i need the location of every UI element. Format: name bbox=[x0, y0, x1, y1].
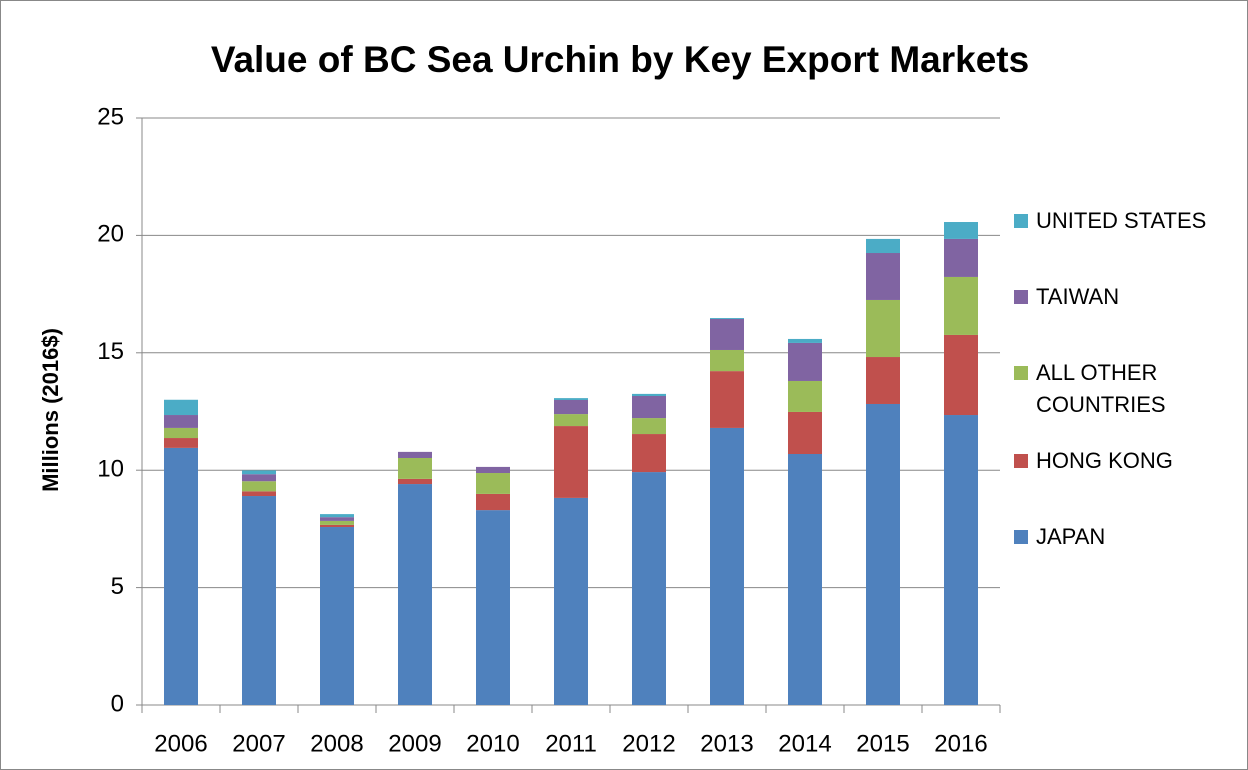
x-tick-label: 2012 bbox=[622, 730, 675, 757]
bar-segment bbox=[554, 497, 588, 705]
y-tick-label: 10 bbox=[97, 456, 124, 483]
legend-label: HONG KONG bbox=[1036, 448, 1173, 473]
bar-segment bbox=[944, 334, 978, 416]
legend-item: ALL OTHER COUNTRIES bbox=[1014, 357, 1229, 445]
y-axis-label: Millions (2016$) bbox=[38, 328, 63, 492]
bar-segment bbox=[944, 415, 978, 705]
bar-segment bbox=[632, 472, 666, 705]
bar-segment bbox=[788, 338, 822, 343]
bar-segment bbox=[710, 371, 744, 428]
legend-swatch bbox=[1014, 290, 1028, 304]
bar-segment bbox=[554, 426, 588, 498]
legend-swatch bbox=[1014, 214, 1028, 228]
bar-segment bbox=[242, 470, 276, 475]
legend: UNITED STATES TAIWAN ALL OTHER COUNTRIES HO… bbox=[1014, 205, 1229, 597]
bar-segment bbox=[242, 496, 276, 705]
x-tick-label: 2011 bbox=[545, 730, 597, 757]
legend-item: HONG KONG bbox=[1014, 445, 1229, 521]
bar-segment bbox=[866, 238, 900, 254]
legend-label: TAIWAN bbox=[1036, 284, 1120, 309]
bar-segment bbox=[164, 427, 198, 439]
bar-segment bbox=[866, 357, 900, 404]
bar-segment bbox=[398, 451, 432, 458]
bar-segment bbox=[242, 474, 276, 482]
bar-segment bbox=[710, 318, 744, 319]
legend-item: UNITED STATES bbox=[1014, 205, 1229, 281]
x-tick-label: 2006 bbox=[154, 730, 207, 757]
bar-segment bbox=[320, 520, 354, 525]
bar-segment bbox=[944, 222, 978, 239]
bar-segment bbox=[164, 447, 198, 705]
bar-segment bbox=[242, 481, 276, 492]
x-tick-label: 2010 bbox=[466, 730, 519, 757]
x-tick-label: 2009 bbox=[388, 730, 441, 757]
bar-segment bbox=[788, 411, 822, 454]
bar-segment bbox=[476, 510, 510, 705]
legend-swatch bbox=[1014, 454, 1028, 468]
x-tick-label: 2007 bbox=[232, 730, 285, 757]
bar-segment bbox=[710, 318, 744, 350]
bar-segment bbox=[632, 434, 666, 473]
bar-segment bbox=[554, 398, 588, 400]
bar-segment bbox=[788, 453, 822, 705]
bar-segment bbox=[476, 493, 510, 511]
bar-segment bbox=[476, 473, 510, 494]
bar-segment bbox=[164, 415, 198, 428]
legend-label: ALL OTHER COUNTRIES bbox=[1036, 360, 1166, 417]
y-tick-label: 20 bbox=[97, 221, 124, 248]
x-tick-label: 2013 bbox=[700, 730, 753, 757]
bar-segment bbox=[554, 399, 588, 415]
y-tick-label: 15 bbox=[97, 338, 124, 365]
bar-segment bbox=[242, 491, 276, 497]
bar-segment bbox=[710, 349, 744, 372]
x-tick-label: 2015 bbox=[856, 730, 909, 757]
bar-segment bbox=[788, 342, 822, 381]
bar-segment bbox=[398, 478, 432, 485]
bar-segment bbox=[632, 396, 666, 419]
bar-segment bbox=[398, 457, 432, 479]
bar-segment bbox=[320, 517, 354, 521]
bar-segment bbox=[398, 484, 432, 705]
bar-segment bbox=[632, 393, 666, 397]
legend-label: UNITED STATES bbox=[1036, 208, 1207, 233]
bar-segment bbox=[632, 418, 666, 435]
x-tick-label: 2008 bbox=[310, 730, 363, 757]
bar-segment bbox=[320, 524, 354, 528]
bar-segment bbox=[476, 466, 510, 474]
bar-segment bbox=[944, 276, 978, 335]
y-tick-label: 25 bbox=[97, 103, 124, 130]
x-tick-label: 2016 bbox=[934, 730, 987, 757]
bar-segment bbox=[866, 253, 900, 300]
y-tick-label: 5 bbox=[111, 573, 124, 600]
bar-segment bbox=[866, 403, 900, 705]
legend-item: TAIWAN bbox=[1014, 281, 1229, 357]
bar-segment bbox=[320, 527, 354, 705]
legend-item: JAPAN bbox=[1014, 521, 1229, 597]
bar-segment bbox=[944, 238, 978, 277]
legend-label: JAPAN bbox=[1036, 524, 1106, 549]
bar-segment bbox=[164, 438, 198, 448]
bar-segment bbox=[866, 299, 900, 358]
legend-swatch bbox=[1014, 530, 1028, 544]
bar-segment bbox=[788, 380, 822, 412]
chart-title: Value of BC Sea Urchin by Key Export Mar… bbox=[211, 39, 1029, 80]
x-tick-label: 2014 bbox=[778, 730, 831, 757]
bar-segment bbox=[320, 514, 354, 518]
bar-segment bbox=[164, 399, 198, 416]
bar-segment bbox=[554, 414, 588, 427]
y-tick-label: 0 bbox=[111, 690, 124, 717]
bar-segment bbox=[710, 427, 744, 705]
legend-swatch bbox=[1014, 366, 1028, 380]
